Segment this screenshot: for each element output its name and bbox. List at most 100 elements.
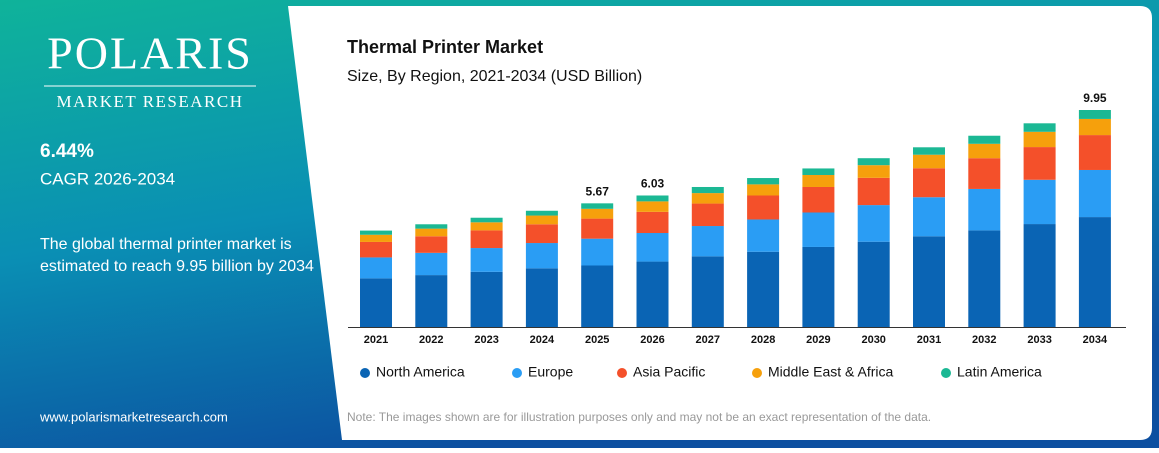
bar-segment	[968, 143, 1001, 159]
bar-segment	[1078, 169, 1111, 218]
bar-segment	[913, 236, 945, 327]
bar-segment	[636, 261, 669, 327]
bar-segment	[360, 278, 392, 327]
bar-segment	[415, 224, 448, 229]
bar-segment	[691, 203, 724, 227]
x-tick-label: 2026	[640, 334, 664, 346]
legend-marker	[941, 368, 951, 378]
bar-segment	[636, 195, 669, 202]
x-tick-label: 2034	[1083, 334, 1108, 346]
bar-segment	[1023, 224, 1056, 327]
bar-segment	[470, 248, 503, 272]
bar-segment	[913, 168, 945, 198]
x-tick-label: 2024	[530, 334, 555, 346]
bar-segment	[968, 230, 1001, 327]
x-tick-label: 2032	[972, 334, 996, 346]
bar-segment	[360, 241, 392, 258]
legend-label: North America	[376, 364, 465, 380]
bar-segment	[691, 256, 724, 327]
bar-segment	[360, 257, 392, 279]
summary: The global thermal printer market is est…	[40, 236, 314, 275]
bar-segment	[747, 251, 780, 327]
note: Note: The images shown are for illustrat…	[347, 410, 931, 424]
bar-segment	[802, 212, 835, 247]
x-tick-label: 2031	[917, 334, 941, 346]
legend-marker	[617, 368, 627, 378]
bar-segment	[636, 233, 669, 262]
bar-segment	[802, 186, 835, 213]
bar-segment	[636, 201, 669, 212]
legend-marker	[512, 368, 522, 378]
bar-segment	[913, 197, 945, 237]
bar-segment	[857, 165, 890, 178]
bar-segment	[1078, 135, 1111, 170]
x-tick-label: 2023	[474, 334, 498, 346]
legend-label: Middle East & Africa	[768, 364, 893, 380]
bar-segment	[470, 230, 503, 249]
bar-segment	[802, 246, 835, 327]
bar-segment	[802, 174, 835, 187]
legend-marker	[360, 368, 370, 378]
x-tick-label: 2029	[806, 334, 830, 346]
bar-segment	[913, 154, 945, 169]
x-tick-label: 2021	[364, 334, 388, 346]
chart-title: Thermal Printer Market	[347, 37, 543, 57]
bar-segment	[525, 224, 558, 244]
bar-segment	[415, 275, 448, 327]
bar-segment	[1023, 179, 1056, 225]
bar-segment	[968, 135, 1001, 144]
cagr-value: 6.44%	[40, 141, 94, 162]
bar-segment	[525, 243, 558, 269]
legend-marker	[752, 368, 762, 378]
bar-segment	[1078, 110, 1111, 119]
x-tick-label: 2028	[751, 334, 775, 346]
bar-segment	[581, 238, 614, 266]
bar-segment	[581, 208, 614, 219]
total-label: 5.67	[586, 185, 610, 199]
bar-segment	[691, 186, 724, 194]
x-tick-label: 2033	[1027, 334, 1051, 346]
legend-label: Europe	[528, 364, 573, 380]
bar-segment	[857, 158, 890, 166]
bar-segment	[857, 177, 890, 206]
bar-segment	[747, 178, 780, 185]
bar-segment	[857, 205, 890, 242]
bar-segment	[913, 147, 945, 155]
bar-segment	[802, 168, 835, 175]
bar-segment	[857, 241, 890, 327]
bar-segment	[747, 219, 780, 252]
bar-segment	[415, 252, 448, 276]
bar-segment	[581, 218, 614, 239]
bar-segment	[525, 268, 558, 327]
bar-segment	[1078, 217, 1111, 327]
bar-segment	[1078, 118, 1111, 136]
bar-segment	[1023, 131, 1056, 148]
bar-segment	[747, 195, 780, 220]
brand-name: POLARIS	[47, 28, 253, 79]
legend-label: Asia Pacific	[633, 364, 705, 380]
bar-segment	[581, 265, 614, 327]
x-tick-label: 2022	[419, 334, 443, 346]
bar-segment	[691, 226, 724, 257]
bar-segment	[525, 210, 558, 216]
total-label: 6.03	[641, 177, 665, 191]
bar-segment	[415, 236, 448, 253]
bar-segment	[1023, 147, 1056, 180]
bar-segment	[636, 211, 669, 234]
bar-segment	[691, 193, 724, 204]
x-tick-label: 2030	[861, 334, 885, 346]
bar-segment	[470, 271, 503, 327]
legend-label: Latin America	[957, 364, 1042, 380]
brand-tagline: MARKET RESEARCH	[56, 92, 243, 111]
bar-segment	[525, 215, 558, 225]
bar-segment	[360, 230, 392, 235]
bar-segment	[581, 203, 614, 209]
summary-box: The global thermal printer market is est…	[40, 236, 314, 275]
bar-segment	[470, 217, 503, 223]
total-label: 9.95	[1083, 91, 1107, 105]
x-tick-label: 2027	[696, 334, 720, 346]
bar-segment	[1023, 123, 1056, 132]
bar-segment	[470, 222, 503, 231]
bar-segment	[360, 234, 392, 242]
